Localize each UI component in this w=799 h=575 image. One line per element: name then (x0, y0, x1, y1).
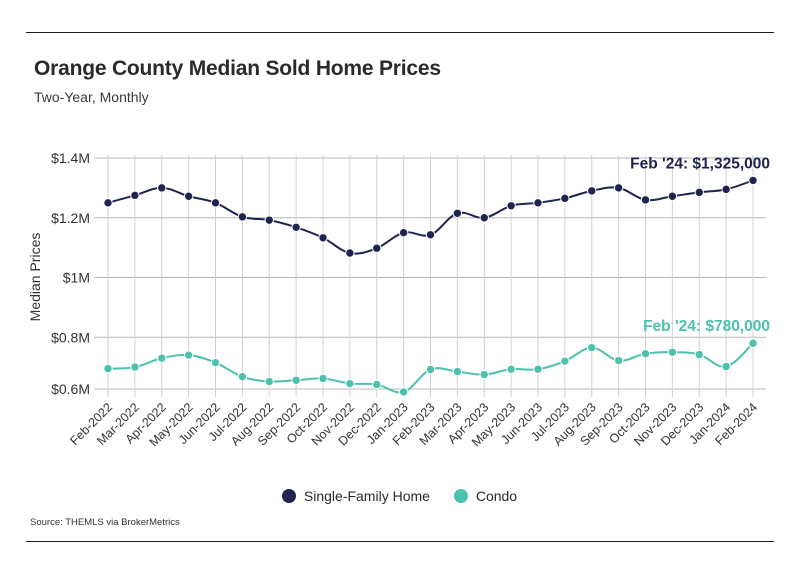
data-point-condo (183, 350, 194, 360)
data-point-condo (721, 361, 731, 372)
data-point-condo (130, 362, 140, 372)
data-point-condo (264, 376, 274, 387)
data-point-condo (587, 343, 597, 353)
data-point-condo (694, 349, 704, 360)
data-point-single-family (560, 193, 570, 204)
data-point-condo (372, 379, 382, 390)
data-point-single-family (479, 213, 489, 223)
data-point-single-family (291, 222, 301, 233)
bottom-rule (26, 541, 774, 542)
data-point-single-family (425, 230, 436, 240)
data-point-condo (103, 363, 113, 374)
data-point-condo (345, 378, 355, 389)
data-point-condo (560, 356, 570, 366)
data-point-single-family (237, 212, 248, 222)
data-point-single-family (587, 186, 597, 196)
data-point-condo (506, 364, 516, 374)
data-point-single-family (372, 243, 382, 253)
data-point-single-family (640, 195, 651, 205)
data-point-condo (291, 375, 301, 385)
data-point-single-family (318, 233, 328, 243)
legend-item-condo: Condo (453, 488, 518, 504)
data-point-single-family (694, 187, 704, 198)
data-point-condo (452, 366, 463, 377)
y-tick-label: $1M (63, 270, 90, 286)
data-point-condo (748, 338, 758, 348)
data-point-condo (613, 355, 624, 366)
data-point-condo (640, 348, 651, 359)
data-point-condo (237, 371, 248, 382)
chart-title: Orange County Median Sold Home Prices (34, 57, 441, 80)
data-point-single-family (398, 227, 409, 238)
data-point-single-family (210, 198, 221, 208)
data-point-condo (533, 364, 543, 374)
data-point-single-family (533, 198, 543, 208)
legend-marker-single-family (281, 489, 296, 503)
y-tick-label: $1.2M (51, 210, 90, 226)
y-tick-label: $1.4M (51, 150, 90, 166)
annotation-condo: Feb '24: $780,000 (643, 318, 770, 335)
data-point-single-family (157, 183, 167, 193)
y-tick-label: $0.8M (51, 329, 90, 345)
data-point-single-family (452, 208, 463, 218)
chart-subtitle: Two-Year, Monthly (34, 89, 149, 105)
data-point-condo (667, 347, 678, 357)
data-point-single-family (345, 248, 355, 258)
data-point-single-family (103, 198, 113, 208)
annotation-single-family: Feb '24: $1,325,000 (630, 155, 770, 172)
y-tick-label: $0.6M (51, 381, 90, 397)
data-point-single-family (748, 175, 758, 186)
data-point-single-family (667, 191, 678, 201)
data-point-condo (157, 353, 167, 363)
chart-legend: Single-Family Home Condo (0, 488, 799, 506)
data-point-single-family (506, 201, 516, 211)
top-rule (26, 32, 774, 33)
data-point-single-family (183, 191, 194, 201)
legend-label-condo: Condo (475, 488, 518, 504)
legend-item-single-family: Single-Family Home (281, 488, 430, 504)
y-axis-label: Median Prices (27, 233, 43, 322)
data-point-single-family (613, 183, 624, 193)
legend-marker-condo (453, 489, 468, 503)
data-point-single-family (721, 184, 731, 195)
data-point-condo (318, 373, 328, 384)
data-point-single-family (130, 190, 140, 201)
data-point-condo (425, 364, 436, 375)
data-point-condo (210, 357, 221, 368)
legend-label-single-family: Single-Family Home (303, 488, 430, 504)
source-note: Source: THEMLS via BrokerMetrics (30, 517, 180, 528)
data-point-condo (479, 369, 489, 380)
data-point-single-family (264, 215, 274, 225)
data-point-condo (398, 387, 409, 397)
